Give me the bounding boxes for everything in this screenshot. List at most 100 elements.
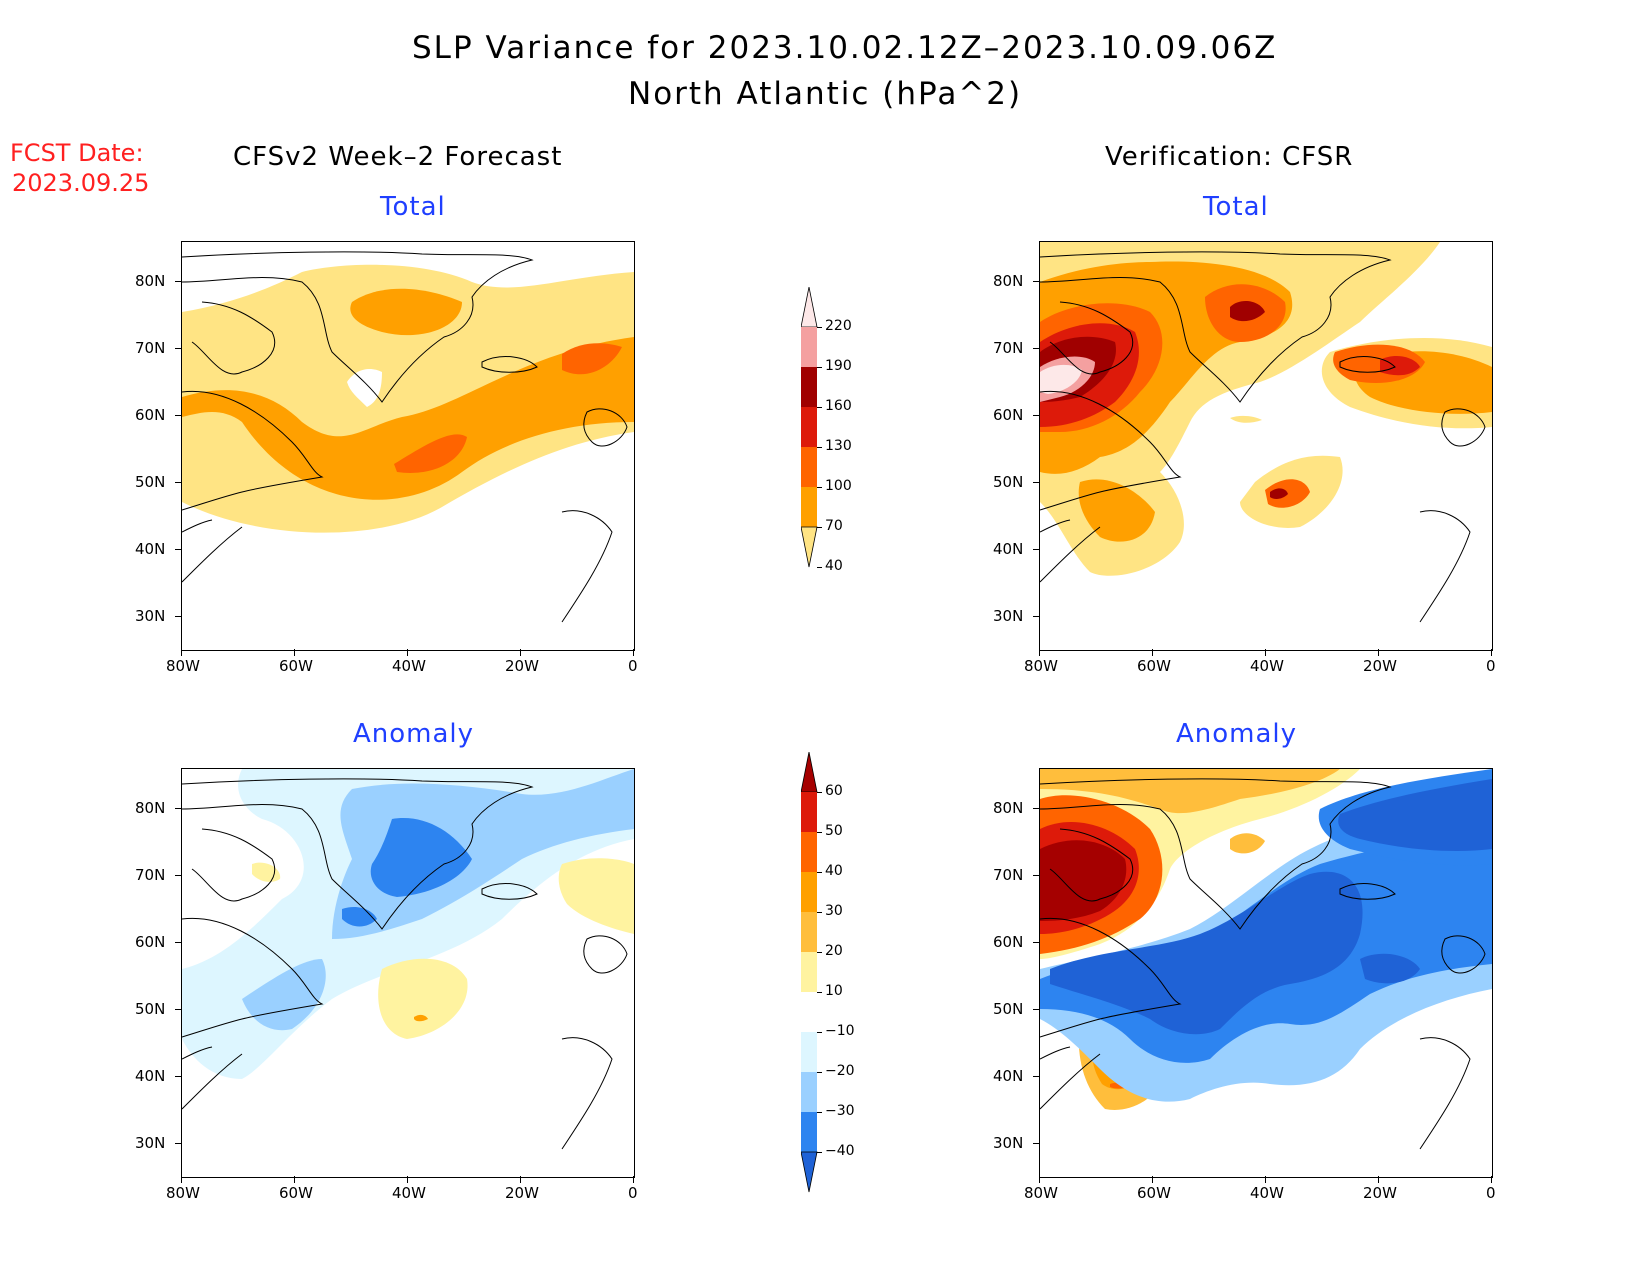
fc-total-lat-tickmark — [175, 414, 182, 416]
fc-total-lon-tick-80W: 80W — [166, 657, 200, 675]
ver-total-lat-tick-40N: 40N — [993, 539, 1024, 558]
colorbar-tick — [817, 447, 822, 448]
ver-anom-lat-tick-80N: 80N — [993, 799, 1024, 818]
fc-total-title: Total — [380, 192, 446, 222]
fc-anom-lat-tick-30N: 30N — [135, 1133, 166, 1152]
fc-anom-lat-tickmark — [175, 1142, 182, 1144]
colorbar-tick — [817, 872, 822, 873]
colorbar-tick — [817, 567, 822, 568]
fc-total-lon-tickmark — [294, 649, 295, 656]
ver-anom-lat-tick-30N: 30N — [993, 1133, 1024, 1152]
colorbar-label-40: 40 — [825, 863, 843, 879]
ver-anom-lat-tickmark — [1033, 1008, 1040, 1010]
fc-total-lat-tick-50N: 50N — [135, 472, 166, 491]
colorbar-top-triangle — [800, 286, 818, 328]
ver-anom-lat-tickmark — [1033, 1075, 1040, 1077]
colorbar-tick — [817, 527, 822, 528]
colorbar-label-10: 10 — [825, 983, 843, 999]
fc-anomaly-title: Anomaly — [353, 719, 475, 749]
colorbar-tick — [817, 327, 822, 328]
fc-anom-lat-tick-80N: 80N — [135, 799, 166, 818]
fc-anom-lon-tickmark — [294, 1176, 295, 1183]
colorbar-segment — [801, 872, 817, 912]
chart-title-line2: North Atlantic (hPa^2) — [628, 76, 1023, 112]
fc-anom-lat-tickmark — [175, 1008, 182, 1010]
total-colorbar: 220 190 160 130 100 70 40 — [800, 286, 877, 575]
colorbar-label-−20: −20 — [825, 1063, 855, 1079]
colorbar-label-100: 100 — [825, 478, 852, 494]
ver-anom-lon-tick-60W: 60W — [1137, 1184, 1171, 1202]
colorbar-segment — [801, 1112, 817, 1152]
fc-total-lat-tick-60N: 60N — [135, 405, 166, 424]
ver-anom-lat-tickmark — [1033, 875, 1040, 877]
ver-total-lat-tickmark — [1033, 548, 1040, 550]
fc-anom-lon-tick-40W: 40W — [392, 1184, 426, 1202]
colorbar-segment — [801, 952, 817, 992]
coastline-lines — [182, 778, 628, 1150]
colorbar-bottom-triangle — [800, 1151, 818, 1193]
colorbar-tick — [817, 912, 822, 913]
fc-total-lat-tick-70N: 70N — [135, 339, 166, 358]
fc-anom-lat-tick-70N: 70N — [135, 866, 166, 885]
ver-anom-lon-tickmark — [1265, 1176, 1266, 1183]
ver-anom-lon-tick-0: 0 — [1486, 1184, 1496, 1202]
colorbar-label-20: 20 — [825, 943, 843, 959]
fc-total-lon-tick-0: 0 — [628, 657, 638, 675]
ver-total-lon-tickmark — [1039, 649, 1040, 656]
ver-total-lat-tickmark — [1033, 281, 1040, 283]
coastline-lines — [182, 251, 628, 623]
fc-anom-lon-tickmark — [520, 1176, 521, 1183]
colorbar-segment — [801, 407, 817, 447]
ver-anom-lon-tick-40W: 40W — [1250, 1184, 1284, 1202]
fcst-date-label: FCST Date: — [10, 139, 144, 167]
fc-total-lat-tickmark — [175, 548, 182, 550]
ver-total-lon-tickmark — [1378, 649, 1379, 656]
fc-total-lon-tick-40W: 40W — [392, 657, 426, 675]
fc-anom-lon-tick-20W: 20W — [505, 1184, 539, 1202]
fc-total-lon-tickmark — [181, 649, 182, 656]
ver-anom-lon-tick-80W: 80W — [1024, 1184, 1058, 1202]
anomaly-colorbar: 60 50 40 30 20 10 −10 −20 −30 −40 — [800, 751, 877, 1200]
fc-anom-lat-tick-50N: 50N — [135, 999, 166, 1018]
ver-total-lat-tickmark — [1033, 481, 1040, 483]
forecast-column-title: CFSv2 Week–2 Forecast — [233, 142, 563, 172]
colorbar-tick — [817, 367, 822, 368]
fc-anom-lon-tick-0: 0 — [628, 1184, 638, 1202]
fc-total-lat-tickmark — [175, 615, 182, 617]
ver-anom-lat-tick-40N: 40N — [993, 1066, 1024, 1085]
ver-anom-lat-tick-70N: 70N — [993, 866, 1024, 885]
ver-total-map — [1039, 241, 1493, 651]
fc-total-lon-tickmark — [407, 649, 408, 656]
ver-anom-lat-tickmark — [1033, 1142, 1040, 1144]
fc-anom-lon-tickmark — [181, 1176, 182, 1183]
fc-total-lon-tickmark — [520, 649, 521, 656]
fc-total-lat-tick-30N: 30N — [135, 606, 166, 625]
ver-anom-lat-tick-50N: 50N — [993, 999, 1024, 1018]
colorbar-bottom-triangle — [800, 526, 818, 568]
colorbar-segment — [801, 447, 817, 487]
fc-total-lat-tickmark — [175, 348, 182, 350]
ver-total-lon-tickmark — [1491, 649, 1492, 656]
ver-anom-lon-tickmark — [1491, 1176, 1492, 1183]
ver-anomaly-map — [1039, 768, 1493, 1178]
colorbar-segment — [801, 367, 817, 407]
fc-anom-lat-tick-40N: 40N — [135, 1066, 166, 1085]
fc-anom-lat-tickmark — [175, 808, 182, 810]
ver-anom-lon-tickmark — [1152, 1176, 1153, 1183]
fc-anom-lat-tickmark — [175, 1075, 182, 1077]
ver-total-lon-tick-20W: 20W — [1363, 657, 1397, 675]
colorbar-tick — [817, 792, 822, 793]
fc-anom-lon-tick-80W: 80W — [166, 1184, 200, 1202]
colorbar-tick — [817, 1072, 822, 1073]
colorbar-segment — [801, 992, 817, 1032]
colorbar-label-−40: −40 — [825, 1143, 855, 1159]
ver-total-lon-tick-60W: 60W — [1137, 657, 1171, 675]
colorbar-segment — [801, 832, 817, 872]
ver-total-lon-tick-80W: 80W — [1024, 657, 1058, 675]
verification-column-title: Verification: CFSR — [1105, 142, 1354, 172]
fc-anom-lon-tick-60W: 60W — [279, 1184, 313, 1202]
fc-total-lat-tickmark — [175, 481, 182, 483]
coastline-lines — [1040, 778, 1486, 1150]
ver-total-title: Total — [1203, 192, 1269, 222]
colorbar-tick — [817, 1112, 822, 1113]
